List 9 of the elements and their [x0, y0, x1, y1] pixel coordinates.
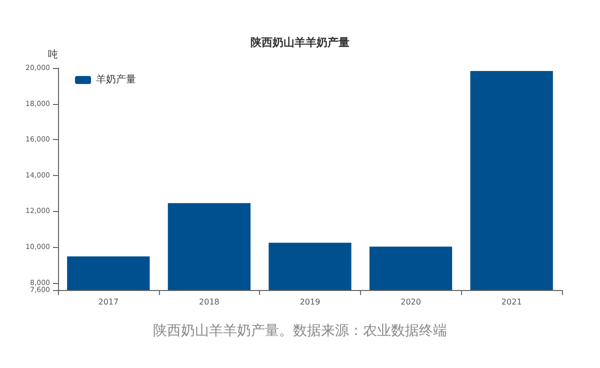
x-tick-label: 2021 [501, 298, 522, 306]
x-tick-label: 2019 [300, 298, 320, 306]
y-axis-title: 吨 [48, 48, 58, 60]
x-tick-label: 2020 [400, 298, 421, 306]
legend-label: 羊奶产量 [96, 74, 136, 86]
chart-title: 陕西奶山羊羊奶产量 [250, 36, 350, 49]
text: 陕西奶山羊羊奶产量。数据来源：农业数据终端 [153, 323, 447, 339]
x-tick-label: 2017 [98, 298, 119, 306]
x-tick-label: 2018 [199, 298, 220, 306]
